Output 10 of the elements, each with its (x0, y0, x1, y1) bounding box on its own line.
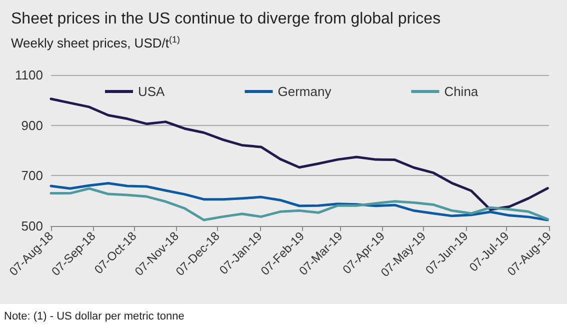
line-series (50, 98, 549, 211)
legend-label: Germany (278, 84, 332, 99)
y-tick-label: 700 (21, 168, 43, 184)
legend-label: China (444, 84, 479, 99)
y-tick-label: 1100 (15, 68, 43, 82)
legend-label: USA (138, 84, 166, 99)
y-tick-label: 500 (21, 218, 43, 234)
chart-title: Sheet prices in the US continue to diverge from global prices (11, 10, 441, 28)
text: Note: (1) - US dollar per metric tonne (4, 310, 184, 322)
y-tick-label: 900 (21, 118, 43, 133)
